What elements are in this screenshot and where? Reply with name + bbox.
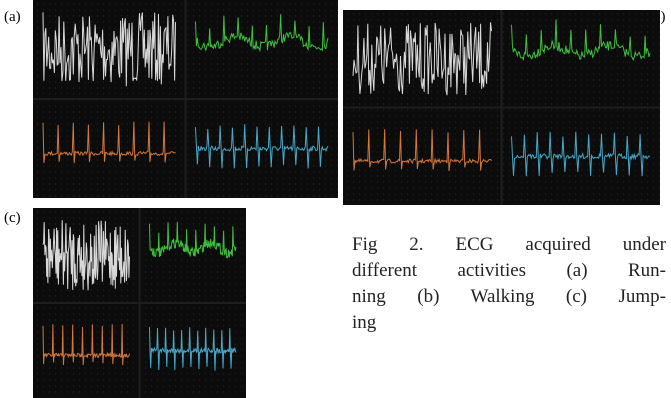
- panel-label: (a): [4, 9, 21, 26]
- caption-line: ing: [352, 310, 666, 336]
- ecg-screenshot: [343, 10, 660, 205]
- caption: Fig 2. ECG acquired under different acti…: [352, 232, 666, 336]
- caption-line: Fig 2. ECG acquired under: [352, 232, 666, 258]
- panel-label: (c): [4, 210, 21, 227]
- ecg-trace: [196, 124, 329, 168]
- caption-line: different activities (a) Run-: [352, 258, 666, 284]
- ecg-trace: [353, 22, 492, 95]
- figure: (a) (b) (c) Fig 2. ECG acquired under di…: [0, 0, 671, 398]
- ecg-trace: [512, 132, 651, 176]
- ecg-trace: [196, 14, 329, 50]
- ecg-screenshot: [33, 208, 246, 398]
- ecg-trace: [150, 222, 237, 258]
- ecg-trace: [43, 220, 130, 290]
- ecg-screenshot: [33, 0, 338, 198]
- caption-line: ning (b) Walking (c) Jump-: [352, 284, 666, 310]
- ecg-trace: [43, 324, 130, 365]
- ecg-trace: [43, 12, 176, 86]
- ecg-trace: [512, 20, 651, 60]
- ecg-trace: [353, 129, 492, 171]
- ecg-trace: [150, 327, 237, 371]
